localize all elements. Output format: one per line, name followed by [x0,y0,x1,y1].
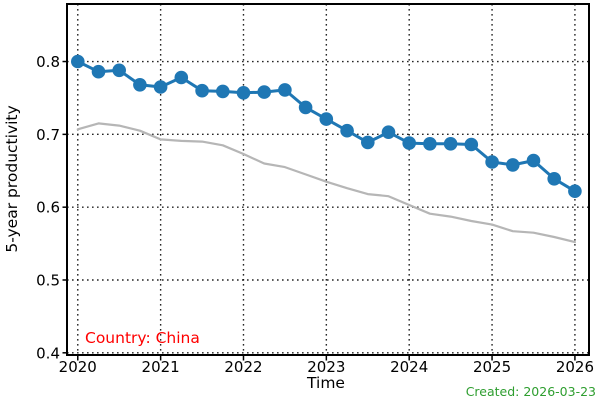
primary-marked-line-marker [568,184,582,198]
secondary-plain-line-path [76,122,576,244]
x-tick-label: 2026 [556,358,594,376]
primary-marked-line-marker [174,70,189,85]
primary-marked-line-marker [153,80,168,94]
primary-marked-line-marker [319,112,334,126]
primary-marked-line-marker [526,153,541,168]
primary-marked-line-marker [340,123,354,138]
x-tick-label: 2021 [142,358,180,376]
y-tick-label: 0.7 [36,126,60,144]
primary-marked-line-marker [195,83,209,98]
x-tick-label: 2025 [473,358,511,376]
primary-marked-line-marker [278,83,292,97]
primary-marked-line-marker [485,155,499,169]
primary-marked-line-marker [236,86,251,100]
primary-marked-line-marker [506,158,520,172]
primary-marked-line-marker [71,54,85,69]
x-tick-label: 2024 [390,358,428,376]
primary-marked-line-marker [91,64,106,79]
y-axis-label: 5-year productivity [3,105,21,252]
created-annotation: Created: 2026-03-23 [466,384,596,399]
primary-marked-line-marker [423,137,437,151]
x-tick-label: 2022 [224,358,262,376]
primary-marked-line-marker [381,125,396,139]
primary-marked-line-marker [298,100,313,115]
x-tick-label: 2023 [307,358,345,376]
country-annotation: Country: China [85,329,200,347]
tick-labels: 2020 2021 2022 2023 2024 2025 2026 0.4 0.5 0.6 0.7… [36,53,594,376]
primary-marked-line-marker [443,137,458,151]
x-tick-label: 2020 [59,358,97,376]
primary-marked-line-marker [402,136,417,150]
primary-marked-line-marker [464,137,479,152]
y-tick-label: 0.6 [36,199,60,217]
primary-marked-line-marker [257,85,272,99]
primary-marked-line-marker [361,135,375,150]
primary-marked-line-marker [216,84,230,99]
y-tick-label: 0.5 [36,271,60,289]
grid [67,4,589,355]
axes [62,3,590,361]
plot-border [66,3,590,356]
y-tick-label: 0.4 [36,344,60,362]
y-tick-label: 0.8 [36,53,60,71]
primary-marked-line-marker [547,172,561,186]
primary-marked-line-path [76,60,577,193]
x-axis-label: Time [306,374,345,392]
primary-marked-line-marker [133,78,147,92]
primary-marked-line-marker [112,63,126,78]
series [71,54,582,244]
